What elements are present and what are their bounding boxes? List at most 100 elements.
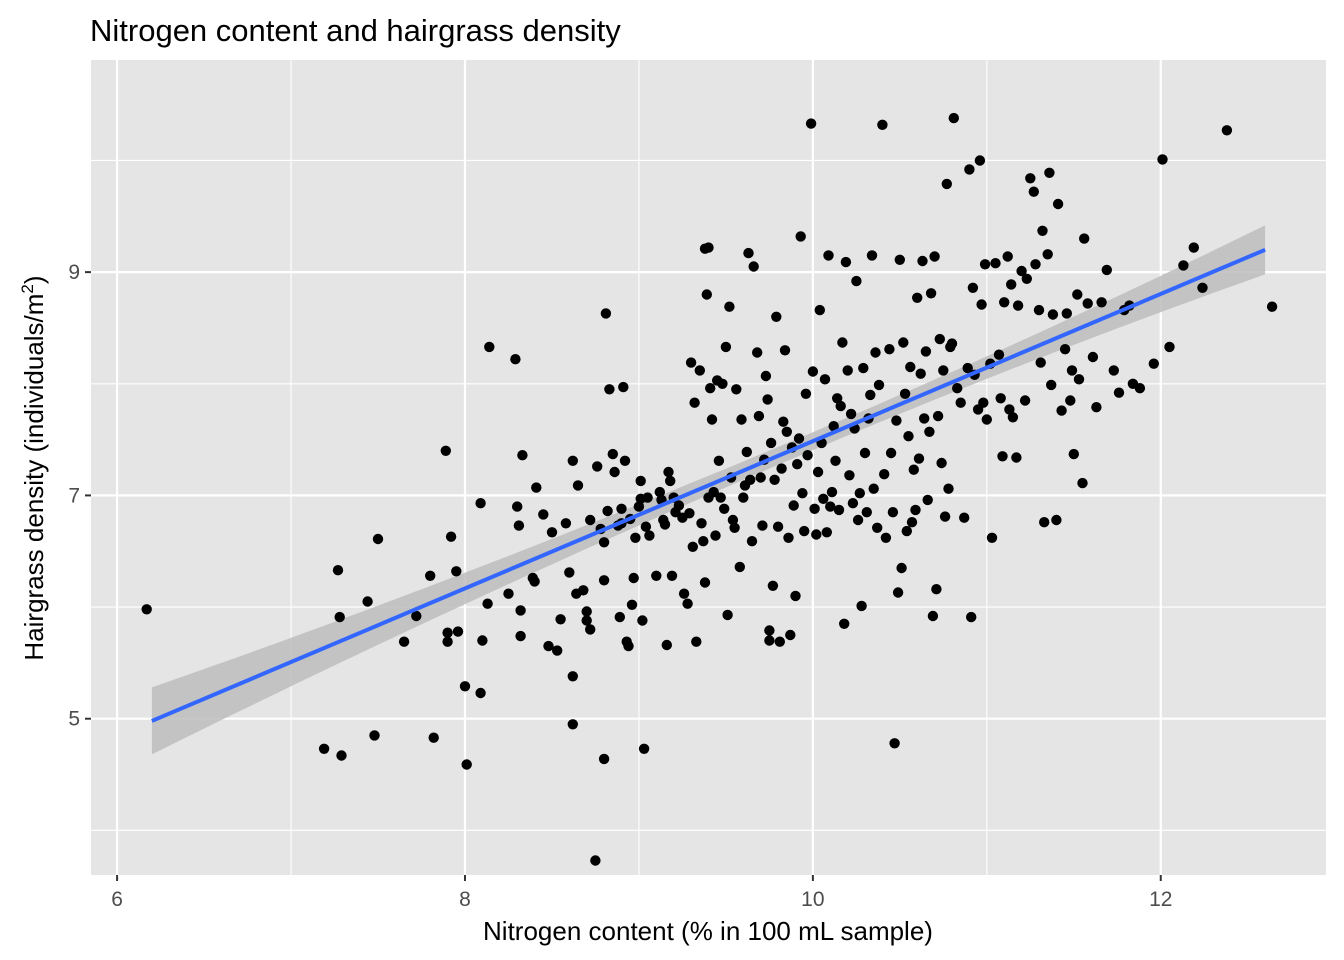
data-point [790,590,801,602]
data-point [555,614,566,625]
data-point [1030,259,1041,270]
data-point [1039,517,1050,528]
data-point [425,570,436,581]
regression-line-layer [151,247,1266,723]
data-point [706,414,718,425]
data-point [602,505,613,517]
data-point [442,627,453,638]
data-point [581,615,592,626]
data-point [812,466,824,478]
data-point [757,520,768,531]
data-point [684,508,695,519]
data-point [901,525,912,537]
data-point [440,445,451,456]
data-point [451,566,462,577]
data-point [920,346,932,357]
data-point [482,598,493,609]
data-point [896,562,907,574]
data-point [738,492,749,503]
data-point [805,118,817,129]
data-point [919,413,930,424]
data-point [974,155,986,166]
data-point [799,525,810,537]
data-point [459,681,471,692]
data-point [764,625,775,636]
data-point [1016,265,1027,277]
data-point [932,410,944,422]
data-point [619,455,631,466]
data-point [630,532,641,543]
data-point [785,629,796,641]
data-point [1025,173,1036,184]
data-point [776,463,787,474]
data-point [891,415,902,426]
data-point [708,486,719,498]
data-point [884,344,895,355]
data-point [946,338,958,349]
data-point [892,587,904,598]
data-point [604,384,615,395]
data-point [592,461,603,472]
data-point [821,527,832,538]
x-tick-label: 10 [801,888,824,911]
data-point [661,639,672,651]
data-point [362,596,373,607]
x-axis-title: Nitrogen content (% in 100 mL sample) [483,916,933,946]
data-point [698,536,709,547]
data-point [1037,225,1048,236]
data-point [889,738,900,749]
data-point [731,384,742,395]
data-point [840,256,852,268]
data-point [811,529,822,540]
data-point [552,645,563,656]
data-point [1079,233,1090,244]
data-point [999,297,1010,308]
data-point [538,509,549,520]
data-point [141,604,152,615]
data-point [1073,374,1085,385]
data-point [581,606,592,617]
y-axis-title: Hairgrass density (individuals/m2) [18,275,49,660]
data-point [696,518,707,529]
data-point [452,626,464,637]
data-point [976,299,987,310]
data-point [1028,186,1040,197]
data-point [715,492,726,503]
data-point [939,511,951,522]
data-point [917,255,928,267]
chart-title: Nitrogen content and hairgrass density [90,13,621,48]
confidence-band-layer [151,225,1266,755]
data-point [1011,452,1022,463]
data-point [1068,448,1080,460]
x-tick-label: 6 [111,888,123,911]
data-point [877,119,888,130]
data-point [578,585,589,596]
data-point [663,466,674,478]
data-point [755,472,766,483]
data-point [772,521,784,532]
data-point [666,570,678,581]
data-point [746,536,758,547]
data-point [1046,379,1057,391]
data-point [828,421,839,432]
data-point [318,743,330,754]
data-point [832,393,843,404]
data-point [964,164,975,175]
data-point [1065,395,1076,406]
data-point [710,530,721,541]
data-point [635,475,646,487]
data-point [852,514,864,526]
data-point [598,753,610,765]
data-point [823,250,834,261]
data-point [442,636,453,647]
data-point [885,447,897,459]
data-points [141,112,1278,866]
data-point [872,522,883,533]
data-point [1101,264,1113,276]
data-point [959,512,970,523]
data-point [814,304,825,316]
data-point [682,598,693,609]
plot-panel [91,60,1326,875]
data-point [903,431,914,442]
